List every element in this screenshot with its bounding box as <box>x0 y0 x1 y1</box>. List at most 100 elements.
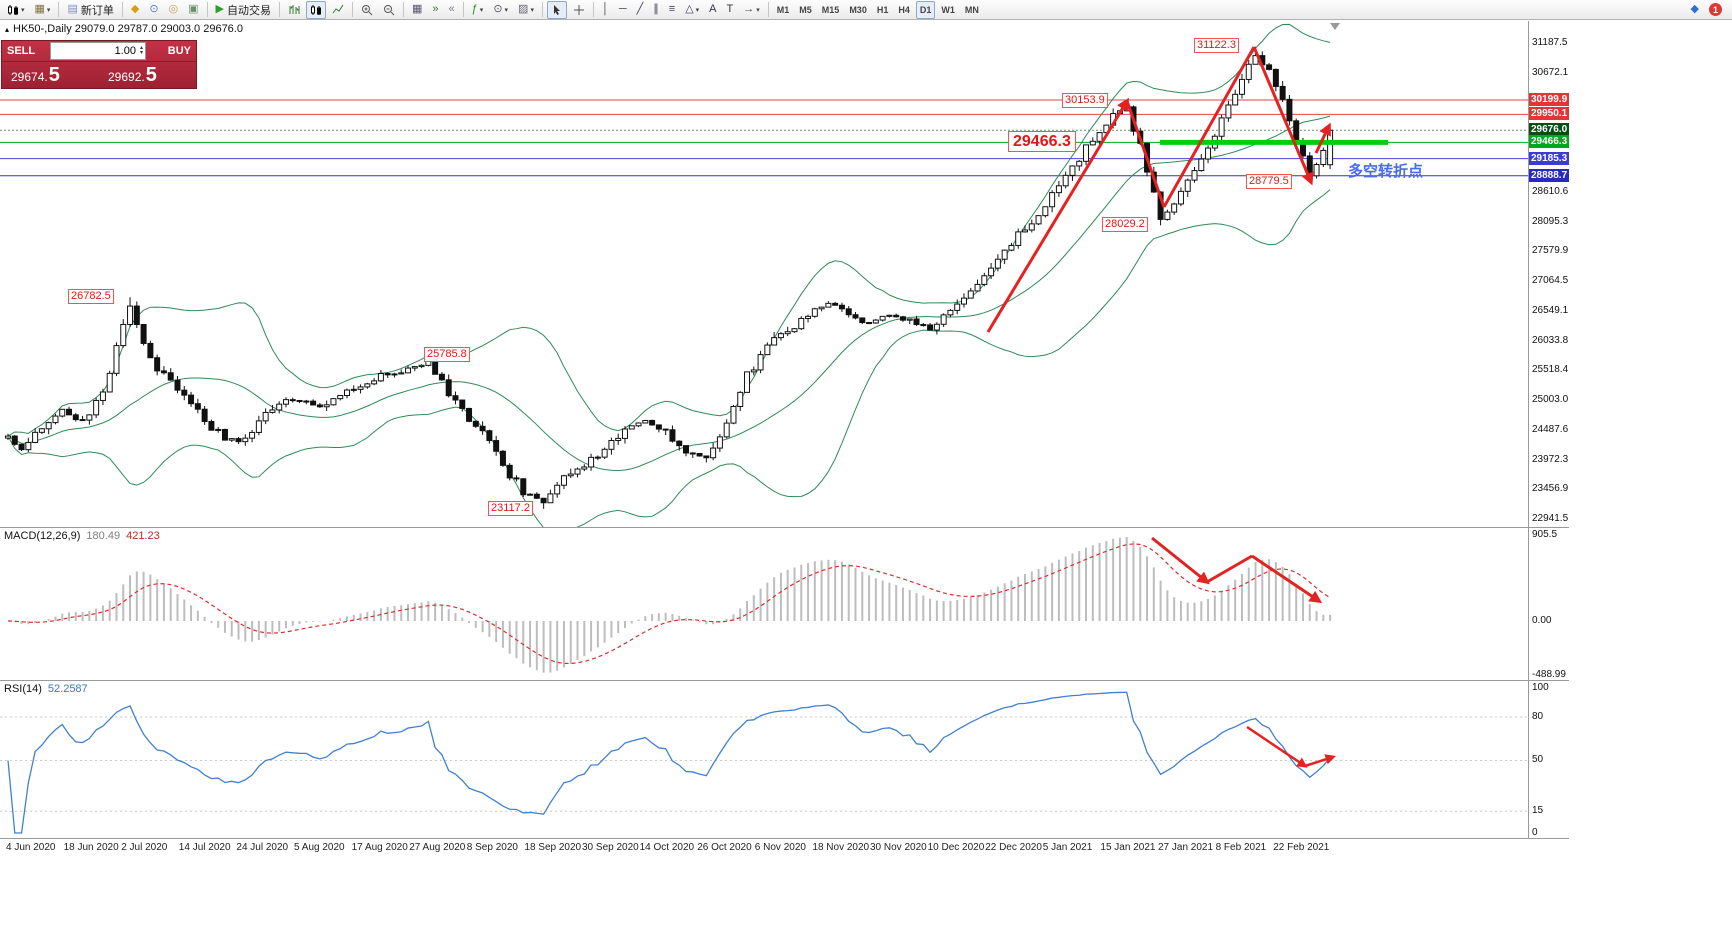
tf-mn-label: MN <box>964 4 979 15</box>
tf-m1-button[interactable]: M1 <box>773 1 794 19</box>
crosshair-button[interactable] <box>569 1 589 19</box>
price-tag[interactable]: 29466.3 <box>1529 135 1569 149</box>
time-axis-label: 8 Feb 2021 <box>1215 842 1267 853</box>
notifications-button[interactable]: 1 <box>1709 3 1722 16</box>
toolbar-separator <box>592 2 594 17</box>
arrows-button[interactable]: → ▾ <box>739 1 764 19</box>
chevron-down-icon: ▾ <box>756 6 760 14</box>
alerts-button[interactable]: ◎ <box>165 1 183 19</box>
options-button[interactable]: ⊙ <box>145 1 162 19</box>
time-axis-label: 27 Aug 2020 <box>409 842 466 853</box>
community-button[interactable]: ◆ <box>1687 1 1703 19</box>
new-chart-button[interactable]: ▾ <box>3 1 29 19</box>
bar-chart-button[interactable] <box>284 1 304 19</box>
price-axis-tick: 25003.0 <box>1532 394 1569 405</box>
buy-button[interactable]: BUY <box>167 45 191 57</box>
price-annotation: 29466.3 <box>1008 131 1076 152</box>
text-button[interactable]: A <box>705 1 720 19</box>
shapes-button[interactable]: △ ▾ <box>681 1 703 19</box>
buy-price[interactable]: 29692. 5 <box>99 62 196 88</box>
time-axis-label: 8 Sep 2020 <box>466 842 518 853</box>
tf-m5-button[interactable]: M5 <box>795 1 816 19</box>
trendline-button[interactable]: ╱ <box>633 1 648 19</box>
tf-mn-button[interactable]: MN <box>961 1 983 19</box>
tf-h4-label: H4 <box>898 4 910 15</box>
volume-spinner[interactable]: ▴ ▾ <box>139 45 143 56</box>
auto-scroll-button[interactable]: » <box>428 1 442 19</box>
volume-input[interactable]: 1.00 ▴ ▾ <box>50 42 146 60</box>
price-axis-tick: 28095.3 <box>1532 215 1569 227</box>
one-click-trading-panel: SELL 1.00 ▴ ▾ BUY 29674. 5 29692. 5 <box>1 40 197 89</box>
price-annotation: 28029.2 <box>1102 217 1148 232</box>
fibonacci-icon: ≡ <box>668 3 676 15</box>
fibonacci-button[interactable]: ≡ <box>665 1 679 19</box>
templates-icon: ▨ <box>518 3 529 15</box>
toolbar-separator <box>541 2 543 17</box>
channel-button[interactable]: ∥ <box>649 1 663 19</box>
tf-m30-button[interactable]: M30 <box>845 1 871 19</box>
price-annotation: 25785.8 <box>424 347 470 362</box>
price-annotation: 31122.3 <box>1194 38 1239 53</box>
price-tag[interactable]: 29676.0 <box>1529 123 1569 137</box>
tf-m15-button[interactable]: M15 <box>818 1 844 19</box>
time-axis-label: 27 Jan 2021 <box>1158 842 1214 853</box>
zoom-out-button[interactable] <box>379 1 399 19</box>
macd-indicator-label: MACD(12,26,9) 180.49 421.23 <box>4 530 160 542</box>
time-axis-label: 5 Jan 2021 <box>1042 842 1093 853</box>
price-tag[interactable]: 29950.1 <box>1529 107 1569 121</box>
templates-button[interactable]: ▨ ▾ <box>514 1 538 19</box>
periods-button[interactable]: ⊙ ▾ <box>489 1 512 19</box>
price-tag[interactable]: 29185.3 <box>1529 151 1569 165</box>
horizontal-line-button[interactable]: ─ <box>615 1 631 19</box>
volume-up-icon[interactable]: ▴ <box>139 45 143 51</box>
fullscreen-button[interactable]: ▣ <box>184 1 202 19</box>
pane-divider-macd[interactable] <box>0 527 1569 528</box>
time-axis-label: 6 Nov 2020 <box>754 842 806 853</box>
tf-w1-button[interactable]: W1 <box>937 1 959 19</box>
tf-d1-button[interactable]: D1 <box>915 0 936 19</box>
price-tag[interactable]: 28888.7 <box>1529 168 1569 182</box>
price-axis-tick: 24487.6 <box>1532 423 1569 435</box>
price-axis-tick: 31187.5 <box>1532 37 1568 48</box>
line-chart-button[interactable] <box>328 1 348 19</box>
zoom-in-button[interactable] <box>357 1 377 19</box>
toolbar-right: ◆ 1 <box>1686 1 1730 19</box>
tf-h4-button[interactable]: H4 <box>894 1 914 19</box>
auto-trading-button[interactable]: ▶ 自动交易 <box>212 1 275 19</box>
tile-windows-button[interactable]: ▦ <box>408 1 426 19</box>
tf-m5-label: M5 <box>799 4 812 15</box>
indicators-button[interactable]: ƒ ▾ <box>468 1 488 19</box>
time-axis-label: 22 Feb 2021 <box>1273 842 1330 853</box>
channel-icon: ∥ <box>653 3 659 15</box>
price-annotation: 23117.2 <box>488 501 533 516</box>
price-tag[interactable]: 30199.9 <box>1529 93 1569 106</box>
sell-price[interactable]: 29674. 5 <box>2 62 99 88</box>
candlestick-chart-button[interactable] <box>306 0 327 19</box>
pane-divider-rsi[interactable] <box>0 680 1569 681</box>
toolbar-separator <box>279 2 281 17</box>
metaeditor-button[interactable]: ◆ <box>127 1 143 19</box>
time-axis[interactable]: 4 Jun 2020 18 Jun 2020 2 Jul 2020 14 Jul 20… <box>0 839 1528 857</box>
vertical-line-button[interactable]: │ <box>598 1 613 19</box>
cursor-button[interactable] <box>546 0 567 19</box>
time-axis-label: 30 Sep 2020 <box>582 842 639 853</box>
toolbar-separator <box>121 2 123 17</box>
auto-trading-label: 自动交易 <box>227 4 272 17</box>
chart-shift-icon: « <box>448 3 455 15</box>
rsi-value: 52.2587 <box>47 683 88 695</box>
sell-button[interactable]: SELL <box>7 45 36 57</box>
profiles-icon: ▦ <box>34 3 45 15</box>
price-annotation: 28779.5 <box>1246 174 1292 189</box>
price-scale[interactable]: 31187.530672.130156.829641.429126.028610… <box>1529 0 1732 939</box>
time-axis-label: 14 Oct 2020 <box>639 842 695 853</box>
new-order-button[interactable]: ▤ 新订单 <box>63 1 117 19</box>
price-axis-tick: 27579.9 <box>1532 245 1569 257</box>
chart-shift-button[interactable]: « <box>445 1 459 19</box>
chart-canvas[interactable] <box>0 0 1528 840</box>
profiles-button[interactable]: ▦ ▾ <box>31 1 55 19</box>
text-label-button[interactable]: T <box>723 1 738 19</box>
tf-h1-button[interactable]: H1 <box>873 1 893 19</box>
new-order-icon: ▤ <box>67 3 78 15</box>
one-click-toggle-icon[interactable]: ▴ <box>5 24 10 34</box>
volume-down-icon[interactable]: ▾ <box>139 50 143 56</box>
